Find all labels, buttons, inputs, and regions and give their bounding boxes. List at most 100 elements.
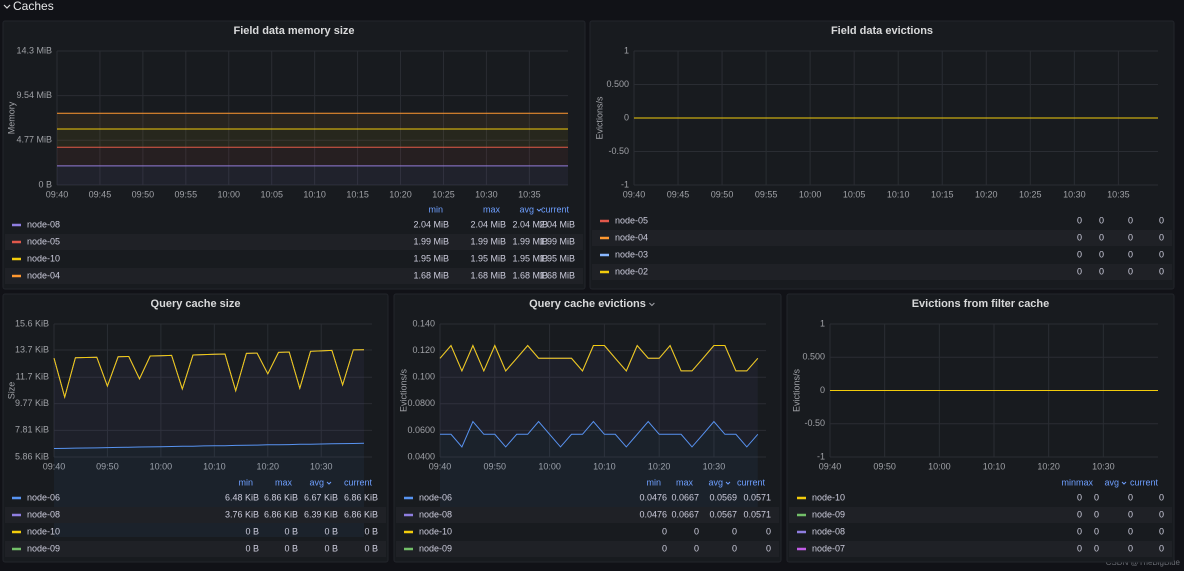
x-tick-label: 10:05 xyxy=(843,189,866,199)
y-axis-label: Evictions/s xyxy=(398,368,408,412)
legend-cell: 0 xyxy=(732,543,737,553)
legend-cell: 0 xyxy=(1159,249,1164,259)
legend-cell: 0 B xyxy=(324,526,338,536)
panel-title[interactable]: Query cache size xyxy=(151,298,241,310)
legend-cell: 1.95 MiB xyxy=(470,253,506,263)
y-axis-label: Evictions/s xyxy=(791,368,801,412)
legend-column-header[interactable]: current xyxy=(344,477,373,487)
legend-name[interactable]: node-08 xyxy=(419,509,452,519)
x-tick-label: 10:20 xyxy=(648,461,671,471)
series-line xyxy=(53,349,365,399)
y-tick-label: -0.50 xyxy=(804,418,825,428)
x-tick-label: 10:10 xyxy=(983,461,1006,471)
legend-cell: 1.68 MiB xyxy=(470,270,506,280)
legend-name[interactable]: node-06 xyxy=(419,492,452,502)
legend-row-bg xyxy=(592,264,1172,280)
legend-cell: 0 B xyxy=(364,543,378,553)
legend-name[interactable]: node-08 xyxy=(27,219,60,229)
legend-column-header[interactable]: max xyxy=(275,477,293,487)
legend-row-bg xyxy=(5,234,583,250)
legend-cell: 0 B xyxy=(324,543,338,553)
legend-column-header[interactable]: min xyxy=(646,477,661,487)
legend-name[interactable]: node-10 xyxy=(27,526,60,536)
legend-column-header[interactable]: max xyxy=(1076,477,1094,487)
legend-cell: 1.95 MiB xyxy=(512,253,548,263)
legend-name[interactable]: node-04 xyxy=(27,270,60,280)
legend-column-header[interactable]: min xyxy=(1061,477,1076,487)
legend-column-header[interactable]: current xyxy=(541,204,570,214)
legend-row-bg xyxy=(5,541,386,557)
y-axis-label: Evictions/s xyxy=(594,96,604,140)
legend-cell: 0.0569 xyxy=(709,492,737,502)
x-tick-label: 09:40 xyxy=(43,461,66,471)
legend-cell: 1.99 MiB xyxy=(470,236,506,246)
legend-cell: 0 xyxy=(1077,526,1082,536)
legend-name[interactable]: node-08 xyxy=(27,509,60,519)
legend-column-header[interactable]: min xyxy=(238,477,253,487)
y-tick-label: 0.0400 xyxy=(407,451,435,461)
legend-name[interactable]: node-10 xyxy=(812,492,845,502)
legend-column-header[interactable]: avg xyxy=(708,477,723,487)
legend-name[interactable]: node-09 xyxy=(419,543,452,553)
legend-cell: 0.0567 xyxy=(709,509,737,519)
legend-name[interactable]: node-02 xyxy=(615,266,648,276)
legend-cell: 2.04 MiB xyxy=(512,219,548,229)
legend-name[interactable]: node-05 xyxy=(615,215,648,225)
y-tick-label: 0.140 xyxy=(412,318,435,328)
legend-column-header[interactable]: max xyxy=(483,204,501,214)
collapse-icon[interactable] xyxy=(3,4,11,9)
legend-name[interactable]: node-03 xyxy=(615,249,648,259)
sort-icon xyxy=(326,481,332,485)
legend-cell: 0 xyxy=(1128,249,1133,259)
legend-name[interactable]: node-05 xyxy=(27,236,60,246)
y-tick-label: 13.7 KiB xyxy=(15,344,49,354)
legend-cell: 0.0476 xyxy=(639,509,667,519)
legend-cell: 2.04 MiB xyxy=(539,219,575,229)
legend-name[interactable]: node-07 xyxy=(812,543,845,553)
legend-cell: 0 xyxy=(1159,266,1164,276)
legend-column-header[interactable]: current xyxy=(1130,477,1159,487)
x-tick-label: 10:30 xyxy=(475,189,498,199)
panel-title[interactable]: Evictions from filter cache xyxy=(912,298,1050,310)
legend-column-header[interactable]: avg xyxy=(309,477,324,487)
legend-name[interactable]: node-09 xyxy=(27,543,60,553)
row-title[interactable]: Caches xyxy=(13,0,54,13)
x-tick-label: 10:30 xyxy=(310,461,333,471)
panel-title[interactable]: Query cache evictions xyxy=(529,298,646,310)
legend-cell: 0.0667 xyxy=(671,492,699,502)
legend-name[interactable]: node-08 xyxy=(812,526,845,536)
y-tick-label: 0.0600 xyxy=(407,425,435,435)
legend-column-header[interactable]: avg xyxy=(519,204,534,214)
y-tick-label: 1 xyxy=(820,318,825,328)
title-menu-icon[interactable] xyxy=(649,302,655,307)
x-tick-label: 10:00 xyxy=(217,189,240,199)
legend-column-header[interactable]: avg xyxy=(1104,477,1119,487)
legend-cell: 0 xyxy=(1159,526,1164,536)
series-area xyxy=(57,113,568,129)
legend-name[interactable]: node-06 xyxy=(27,492,60,502)
legend-name[interactable]: node-10 xyxy=(27,253,60,263)
legend-cell: 0 xyxy=(1159,215,1164,225)
legend-column-header[interactable]: max xyxy=(676,477,694,487)
legend-cell: 0 xyxy=(694,543,699,553)
series-area xyxy=(57,147,568,166)
panel-title[interactable]: Field data memory size xyxy=(233,25,354,37)
y-tick-label: 0.500 xyxy=(606,79,629,89)
legend-row-bg xyxy=(789,507,1172,523)
x-tick-label: 10:10 xyxy=(203,461,226,471)
legend-name[interactable]: node-04 xyxy=(615,232,648,242)
legend-cell: 0 xyxy=(1159,543,1164,553)
x-tick-label: 09:50 xyxy=(132,189,155,199)
legend-column-header[interactable]: min xyxy=(428,204,443,214)
x-tick-label: 09:40 xyxy=(429,461,452,471)
y-tick-label: 11.7 KiB xyxy=(16,372,49,382)
legend-column-header[interactable]: current xyxy=(737,477,766,487)
legend-cell: 6.67 KiB xyxy=(304,492,338,502)
legend-cell: 0 xyxy=(1128,232,1133,242)
panel-title[interactable]: Field data evictions xyxy=(831,25,933,37)
y-axis-label: Memory xyxy=(6,101,16,134)
legend-name[interactable]: node-09 xyxy=(812,509,845,519)
legend-name[interactable]: node-10 xyxy=(419,526,452,536)
